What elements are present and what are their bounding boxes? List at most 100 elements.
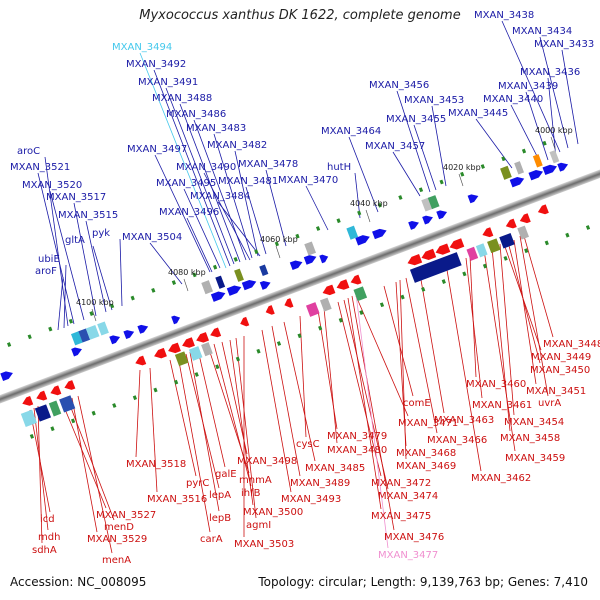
gc-mark (194, 372, 199, 377)
reverse-gene-arrow (36, 390, 48, 401)
bottom-gene-label: icd (40, 514, 55, 525)
top-gene-label: MXAN_3483 (186, 123, 246, 134)
reverse-gene-arrow-shape (196, 332, 210, 343)
bottom-gene-label: MXAN_3518 (126, 459, 186, 470)
gc-mark-shape (295, 233, 300, 239)
forward-gene-arrow-shape (542, 164, 558, 176)
gc-mark (274, 241, 280, 247)
top-label-connector (73, 202, 97, 317)
gc-mark (235, 356, 241, 362)
gc-mark-shape (400, 294, 405, 300)
top-gene-label: MXAN_3492 (126, 59, 186, 70)
bottom-gene-label: pyrC (186, 478, 209, 489)
forward-gene-arrow-shape (408, 220, 419, 230)
top-gene-label: aroC (17, 146, 40, 157)
annotation-block-shape (234, 268, 244, 282)
bottom-label-connector (271, 325, 301, 477)
annotation-block-shape (514, 161, 525, 175)
gc-mark (400, 294, 405, 300)
gc-mark-shape (336, 218, 341, 224)
annotation-block (427, 195, 440, 210)
bottom-gene-label: MXAN_3475 (371, 511, 431, 522)
top-label-connector (305, 185, 329, 231)
forward-gene-arrow-shape (303, 255, 317, 265)
top-label-connector (149, 242, 183, 285)
gc-mark (460, 171, 465, 177)
annotation-block (34, 404, 51, 422)
annotation-block-shape (346, 225, 359, 240)
reverse-gene-arrow (407, 254, 423, 266)
top-gene-label: MXAN_3494 (112, 42, 172, 53)
bottom-gene-label: mdh (38, 532, 60, 543)
top-label-connector (154, 154, 211, 273)
annotation-block (499, 233, 515, 249)
annotation-block-shape (201, 342, 213, 357)
gc-mark (501, 156, 506, 162)
top-label-connector (203, 172, 251, 261)
top-label-connector (510, 104, 541, 163)
top-gene-label: gltA (65, 235, 85, 246)
bottom-label-connector (351, 295, 395, 531)
bottom-label-connector (197, 349, 226, 468)
top-gene-label: MXAN_3436 (520, 67, 580, 78)
gc-mark-shape (521, 148, 527, 154)
kbp-tick-mark (183, 278, 189, 292)
gc-mark-shape (318, 325, 323, 331)
annotation-block-shape (59, 395, 76, 413)
forward-gene-arrow-shape (109, 335, 121, 345)
bottom-label-connector (523, 235, 554, 338)
bottom-label-connector (221, 341, 248, 455)
gc-mark-shape (91, 410, 96, 416)
gc-mark (441, 279, 446, 284)
top-label-connector (392, 151, 421, 197)
bottom-gene-label: carA (200, 534, 223, 545)
gc-mark-shape (276, 341, 282, 346)
gc-mark (130, 295, 135, 301)
gc-mark-shape (398, 195, 403, 200)
reverse-gene-arrow-shape (22, 395, 34, 406)
top-label-connector (525, 91, 549, 161)
gc-mark-shape (418, 187, 424, 193)
top-label-connector (139, 52, 227, 269)
gc-mark-shape (315, 226, 321, 231)
annotation-block-shape (215, 275, 226, 289)
gc-mark-shape (132, 395, 138, 401)
bottom-label-connector (419, 273, 445, 414)
gc-mark-shape (29, 433, 35, 439)
reverse-gene-arrow (135, 355, 147, 366)
reverse-gene-arrow-shape (265, 305, 275, 315)
bottom-label-connector (513, 239, 537, 385)
gc-mark-shape (503, 255, 508, 261)
annotation-block-shape (305, 302, 320, 317)
annotation-block (20, 409, 37, 427)
gc-mark-shape (462, 271, 467, 277)
kbp-ticks: 4000 kbp 4020 kbp 4040 kbp 4060 kbp 4080 kbp… (76, 126, 573, 322)
top-gene-label: MXAN_3457 (365, 141, 425, 152)
bottom-gene-label: MXAN_3498 (237, 456, 297, 467)
annotation-block (500, 165, 512, 180)
reverse-gene-arrow (210, 327, 222, 338)
forward-gene-arrow-shape (422, 215, 433, 225)
top-gene-label: MXAN_3481 (218, 176, 278, 187)
annotation-block-shape (319, 297, 332, 312)
reverse-gene-arrow-shape (435, 243, 451, 255)
gc-mark-shape (421, 286, 426, 292)
annotation-block-shape (304, 241, 316, 256)
annotation-block-shape (34, 404, 51, 422)
forward-gene-arrow (123, 330, 135, 340)
forward-gene-arrow (71, 347, 82, 357)
map-title: Myxococcus xanthus DK 1622, complete gen… (139, 8, 461, 23)
gc-mark (297, 333, 302, 339)
gc-mark (112, 403, 117, 408)
reverse-gene-arrow (182, 337, 195, 348)
reverse-gene-arrow-shape (421, 248, 437, 261)
forward-gene-arrow-shape (372, 228, 387, 240)
reverse-gene-arrow-shape (482, 227, 494, 238)
bottom-gene-label: menA (102, 555, 131, 566)
top-label-connector (217, 201, 261, 257)
gc-mark-shape (439, 179, 444, 185)
bottom-label-connector (67, 399, 115, 521)
bottom-label-connector (405, 277, 438, 434)
gc-mark (276, 341, 282, 346)
gc-mark (173, 379, 179, 385)
